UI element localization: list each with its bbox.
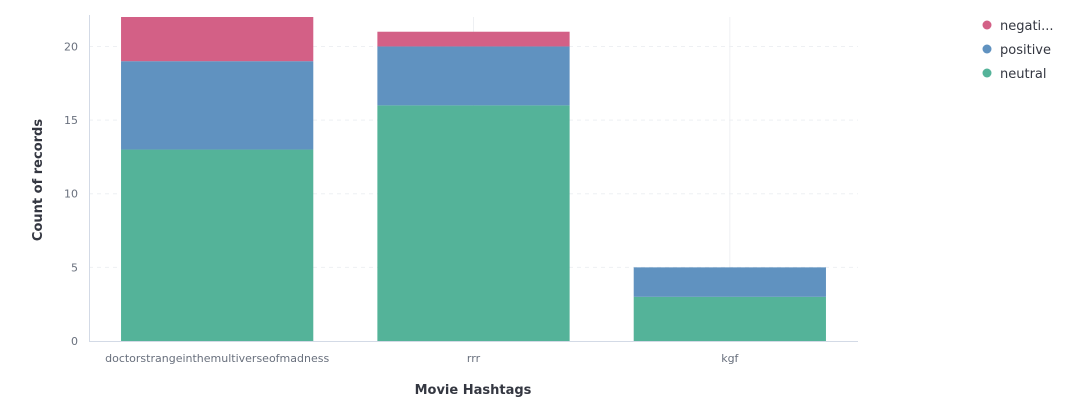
axes-layer: 0 5 10 15 20 doctorstrangeinthemultiverseofma… bbox=[64, 15, 858, 365]
y-tick-label: 15 bbox=[64, 114, 78, 127]
legend-color-dot bbox=[982, 44, 992, 54]
legend-color-dot bbox=[982, 20, 992, 30]
bar-positive-doctorstrangeinthemultiverseofmadness bbox=[121, 61, 314, 150]
x-axis-title: Movie Hashtags bbox=[415, 383, 532, 398]
bar-negati-doctorstrangeinthemultiverseofmadness bbox=[121, 17, 314, 62]
bar-neutral-kgf bbox=[633, 296, 826, 341]
y-tick-label: 10 bbox=[64, 188, 78, 201]
x-tick-label: kgf bbox=[721, 352, 739, 365]
y-tick-label: 0 bbox=[71, 335, 78, 348]
bar-positive-rrr bbox=[377, 46, 570, 106]
bar-neutral-rrr bbox=[377, 105, 570, 341]
bar-positive-kgf bbox=[633, 267, 826, 297]
legend-color-dot bbox=[982, 68, 992, 78]
legend-label: negati... bbox=[1000, 19, 1054, 34]
x-tick-label: doctorstrangeinthemultiverseofmadness bbox=[105, 352, 329, 365]
legend-item[interactable]: negati... bbox=[982, 19, 1054, 34]
bar-neutral-doctorstrangeinthemultiverseofmadness bbox=[121, 149, 314, 341]
x-tick-label: rrr bbox=[467, 352, 481, 365]
legend-label: positive bbox=[1000, 43, 1051, 58]
y-axis-title: Count of records bbox=[31, 119, 46, 241]
bar-negati-rrr bbox=[377, 31, 570, 47]
y-tick-label: 5 bbox=[71, 261, 78, 274]
legend-item[interactable]: neutral bbox=[982, 67, 1047, 82]
legend-label: neutral bbox=[1000, 67, 1047, 82]
legend-item[interactable]: positive bbox=[982, 43, 1052, 58]
y-tick-label: 20 bbox=[64, 40, 78, 53]
legend: negati... positive neutral bbox=[982, 19, 1054, 82]
bars-layer bbox=[121, 17, 826, 341]
